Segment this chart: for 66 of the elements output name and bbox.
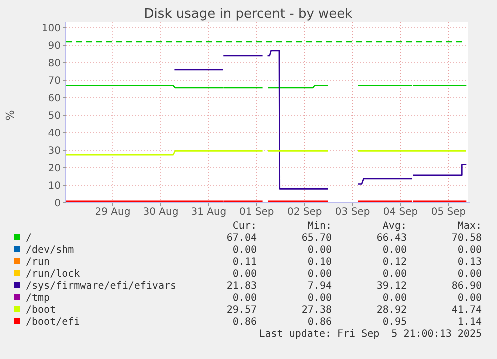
text: 0.95 — [382, 317, 407, 328]
y-tick-label: 80 — [48, 58, 61, 70]
text: 66.43 — [376, 233, 407, 244]
text: 0.00 — [308, 245, 332, 256]
x-tick-label: 05 Sep — [431, 207, 466, 218]
legend-label: /dev/shm — [26, 245, 74, 256]
text: 86.90 — [452, 281, 482, 292]
legend-label: /boot/efi — [26, 317, 80, 328]
text: Cur: — [232, 221, 257, 232]
y-axis-title: % — [4, 110, 17, 121]
y-tick-label: 60 — [48, 94, 61, 104]
text: 0.00 — [458, 269, 482, 280]
text: 1.14 — [458, 317, 482, 328]
text: 29.57 — [226, 305, 257, 316]
x-tick-label: 01 Sep — [240, 207, 274, 218]
text: 0.00 — [308, 293, 332, 304]
text: 70.58 — [452, 233, 482, 244]
legend-label: / — [26, 233, 32, 244]
text: Max: — [458, 221, 482, 232]
legend-label: /tmp — [26, 293, 50, 304]
chart-title: Disk usage in percent - by week — [144, 7, 354, 22]
legend-label: /boot — [26, 305, 56, 316]
text: 0.00 — [232, 293, 257, 304]
legend-label: /run/lock — [26, 269, 80, 280]
text: 0.12 — [382, 257, 407, 268]
y-tick-label: 100 — [42, 24, 61, 34]
text: 0.00 — [308, 269, 332, 280]
text: 41.74 — [452, 305, 482, 316]
text: 67.04 — [226, 233, 257, 244]
text: 65.70 — [302, 233, 332, 244]
text: 0.86 — [232, 317, 257, 328]
y-tick-label: 50 — [48, 111, 61, 122]
x-tick-label: 03 Sep — [335, 207, 370, 218]
text: 27.38 — [302, 305, 332, 316]
x-tick-label: 04 Sep — [383, 207, 418, 218]
y-tick-label: 90 — [48, 41, 61, 52]
y-tick-label: 0 — [54, 198, 61, 210]
y-tick-label: 10 — [48, 181, 61, 192]
text: 0.00 — [458, 293, 482, 304]
text: 0.00 — [382, 245, 407, 256]
text: 7.94 — [308, 281, 332, 292]
x-tick-label: 02 Sep — [287, 207, 322, 218]
text: 0.00 — [458, 245, 482, 256]
text: Avg: — [382, 221, 407, 232]
x-tick-label: 30 Aug — [143, 207, 179, 218]
text: 0.00 — [382, 293, 407, 304]
text: 28.92 — [376, 305, 407, 316]
text: 0.00 — [382, 269, 407, 280]
x-tick-label: 29 Aug — [95, 207, 131, 218]
y-tick-label: 30 — [48, 146, 61, 157]
y-tick-label: 20 — [48, 164, 61, 174]
text: Last update: Fri Sep 5 21:00:13 2025 — [259, 329, 482, 340]
x-tick-label: 31 Aug — [191, 207, 227, 218]
text: 0.10 — [308, 257, 332, 268]
text: 0.86 — [308, 317, 332, 328]
text: Min: — [308, 221, 332, 232]
text: 0.00 — [232, 269, 257, 280]
y-tick-label: 40 — [48, 128, 61, 140]
text: 0.13 — [458, 257, 482, 268]
text: 0.00 — [232, 245, 257, 256]
legend-label: /run — [26, 257, 50, 268]
legend-label: /sys/firmware/efi/efivars — [26, 281, 177, 292]
text: 21.83 — [226, 281, 257, 292]
y-tick-label: 70 — [48, 76, 61, 87]
text: 0.11 — [232, 257, 257, 268]
text: 39.12 — [376, 281, 407, 292]
